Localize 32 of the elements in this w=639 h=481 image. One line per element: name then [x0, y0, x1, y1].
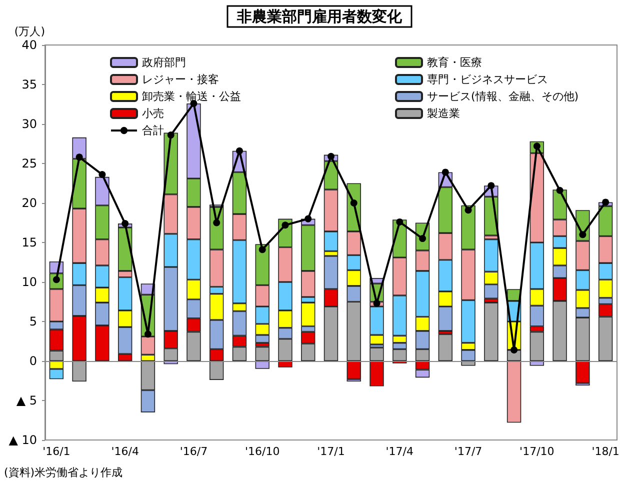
- y-tick-label: 5: [29, 314, 37, 328]
- y-tick-label: ▲ 5: [16, 394, 37, 408]
- legend-label: レジャー・接客: [142, 73, 219, 86]
- y-tick-label: 30: [22, 117, 37, 131]
- text: (資料)米労働省より作成: [4, 466, 123, 479]
- x-tick-label: '17/4: [386, 445, 414, 458]
- legend-label: 専門・ビジネスサービス: [427, 73, 548, 86]
- y-tick-label: 0: [29, 354, 37, 368]
- legend-label: 製造業: [427, 107, 460, 120]
- y-tick-label: 35: [22, 78, 37, 92]
- x-tick-label: '18/1: [592, 445, 620, 458]
- x-tick-label: '16/4: [111, 445, 139, 458]
- legend-label: 政府部門: [142, 56, 186, 69]
- legend-label: サービス(情報、金融、その他): [427, 90, 579, 103]
- y-tick-label: 40: [22, 38, 37, 52]
- y-tick-label: 25: [22, 156, 37, 170]
- y-tick-label: 10: [22, 275, 37, 289]
- x-tick-label: '17/1: [317, 445, 345, 458]
- y-tick-label: 20: [22, 196, 37, 210]
- legend-label: 合計: [142, 124, 164, 137]
- y-tick-label: 15: [22, 236, 37, 250]
- x-tick-label: '17/7: [454, 445, 482, 458]
- legend-label: 卸売業・輸送・公益: [142, 90, 241, 103]
- x-tick-label: '16/1: [42, 445, 70, 458]
- legend-label: 小売: [142, 107, 164, 120]
- y-axis-title: (万人): [14, 25, 45, 38]
- x-tick-label: '17/10: [520, 445, 554, 458]
- x-tick-label: '16/10: [244, 445, 280, 458]
- legend-label: 教育・医療: [427, 56, 482, 69]
- chart-title: 非農業部門雇用者数変化: [236, 8, 403, 26]
- y-tick-label: ▲ 10: [8, 433, 37, 447]
- x-tick-label: '16/7: [180, 445, 208, 458]
